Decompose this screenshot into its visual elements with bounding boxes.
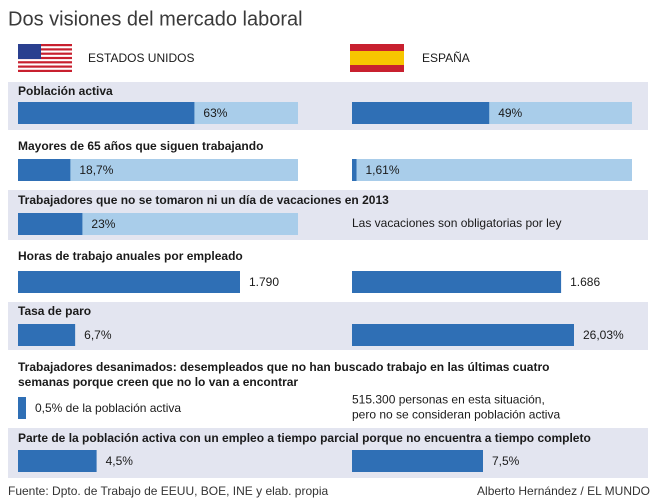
note: pero no se consideran población activa — [352, 408, 560, 422]
note: 515.300 personas en esta situación, — [352, 393, 545, 407]
value-label: 1,61% — [366, 163, 400, 177]
bar-track — [18, 213, 298, 235]
spain-flag — [350, 44, 404, 72]
bar — [18, 213, 83, 235]
value-label: 26,03% — [583, 328, 624, 342]
bar — [18, 159, 71, 181]
row-panel — [8, 428, 648, 478]
country-header: ESPAÑA — [422, 51, 470, 65]
title: Dos visiones del mercado laboral — [8, 8, 303, 30]
us-flag — [18, 44, 72, 72]
row-label: Tasa de paro — [18, 304, 91, 318]
note: Las vacaciones son obligatorias por ley — [352, 216, 561, 230]
row-label: Mayores de 65 años que siguen trabajando — [18, 139, 263, 153]
row-label: Parte de la población activa con un empl… — [18, 431, 591, 445]
bar — [352, 324, 574, 346]
value-label: 6,7% — [84, 328, 112, 342]
author: Alberto Hernández / EL MUNDO — [477, 484, 650, 498]
value-label: 18,7% — [79, 163, 113, 177]
bar — [18, 102, 195, 124]
row-label: Población activa — [18, 84, 113, 98]
bar — [352, 102, 490, 124]
value-label: 4,5% — [106, 454, 134, 468]
bar — [352, 159, 357, 181]
bar-track — [352, 159, 632, 181]
value-label: 23% — [91, 217, 115, 231]
bar — [18, 397, 26, 419]
bar — [18, 271, 240, 293]
country-header: ESTADOS UNIDOS — [88, 51, 194, 65]
value-label: 49% — [498, 106, 522, 120]
row-label: Trabajadores desanimados: desempleados q… — [18, 360, 549, 374]
value-label: 1.790 — [249, 275, 279, 289]
source: Fuente: Dpto. de Trabajo de EEUU, BOE, I… — [8, 484, 328, 498]
row-label: Trabajadores que no se tomaron ni un día… — [18, 193, 389, 207]
row-label: Horas de trabajo anuales por empleado — [18, 249, 243, 263]
row-label: semanas porque creen que no lo van a enc… — [18, 375, 298, 389]
bar — [352, 271, 562, 293]
value-label: 0,5% de la población activa — [35, 401, 181, 415]
bar — [352, 450, 483, 472]
value-label: 63% — [203, 106, 227, 120]
bar — [18, 324, 76, 346]
bar-track — [18, 159, 298, 181]
value-label: 7,5% — [492, 454, 520, 468]
bar — [18, 450, 97, 472]
rows: Población activa 63% 49% Mayores de 65 años… — [8, 82, 648, 478]
value-label: 1.686 — [570, 275, 600, 289]
